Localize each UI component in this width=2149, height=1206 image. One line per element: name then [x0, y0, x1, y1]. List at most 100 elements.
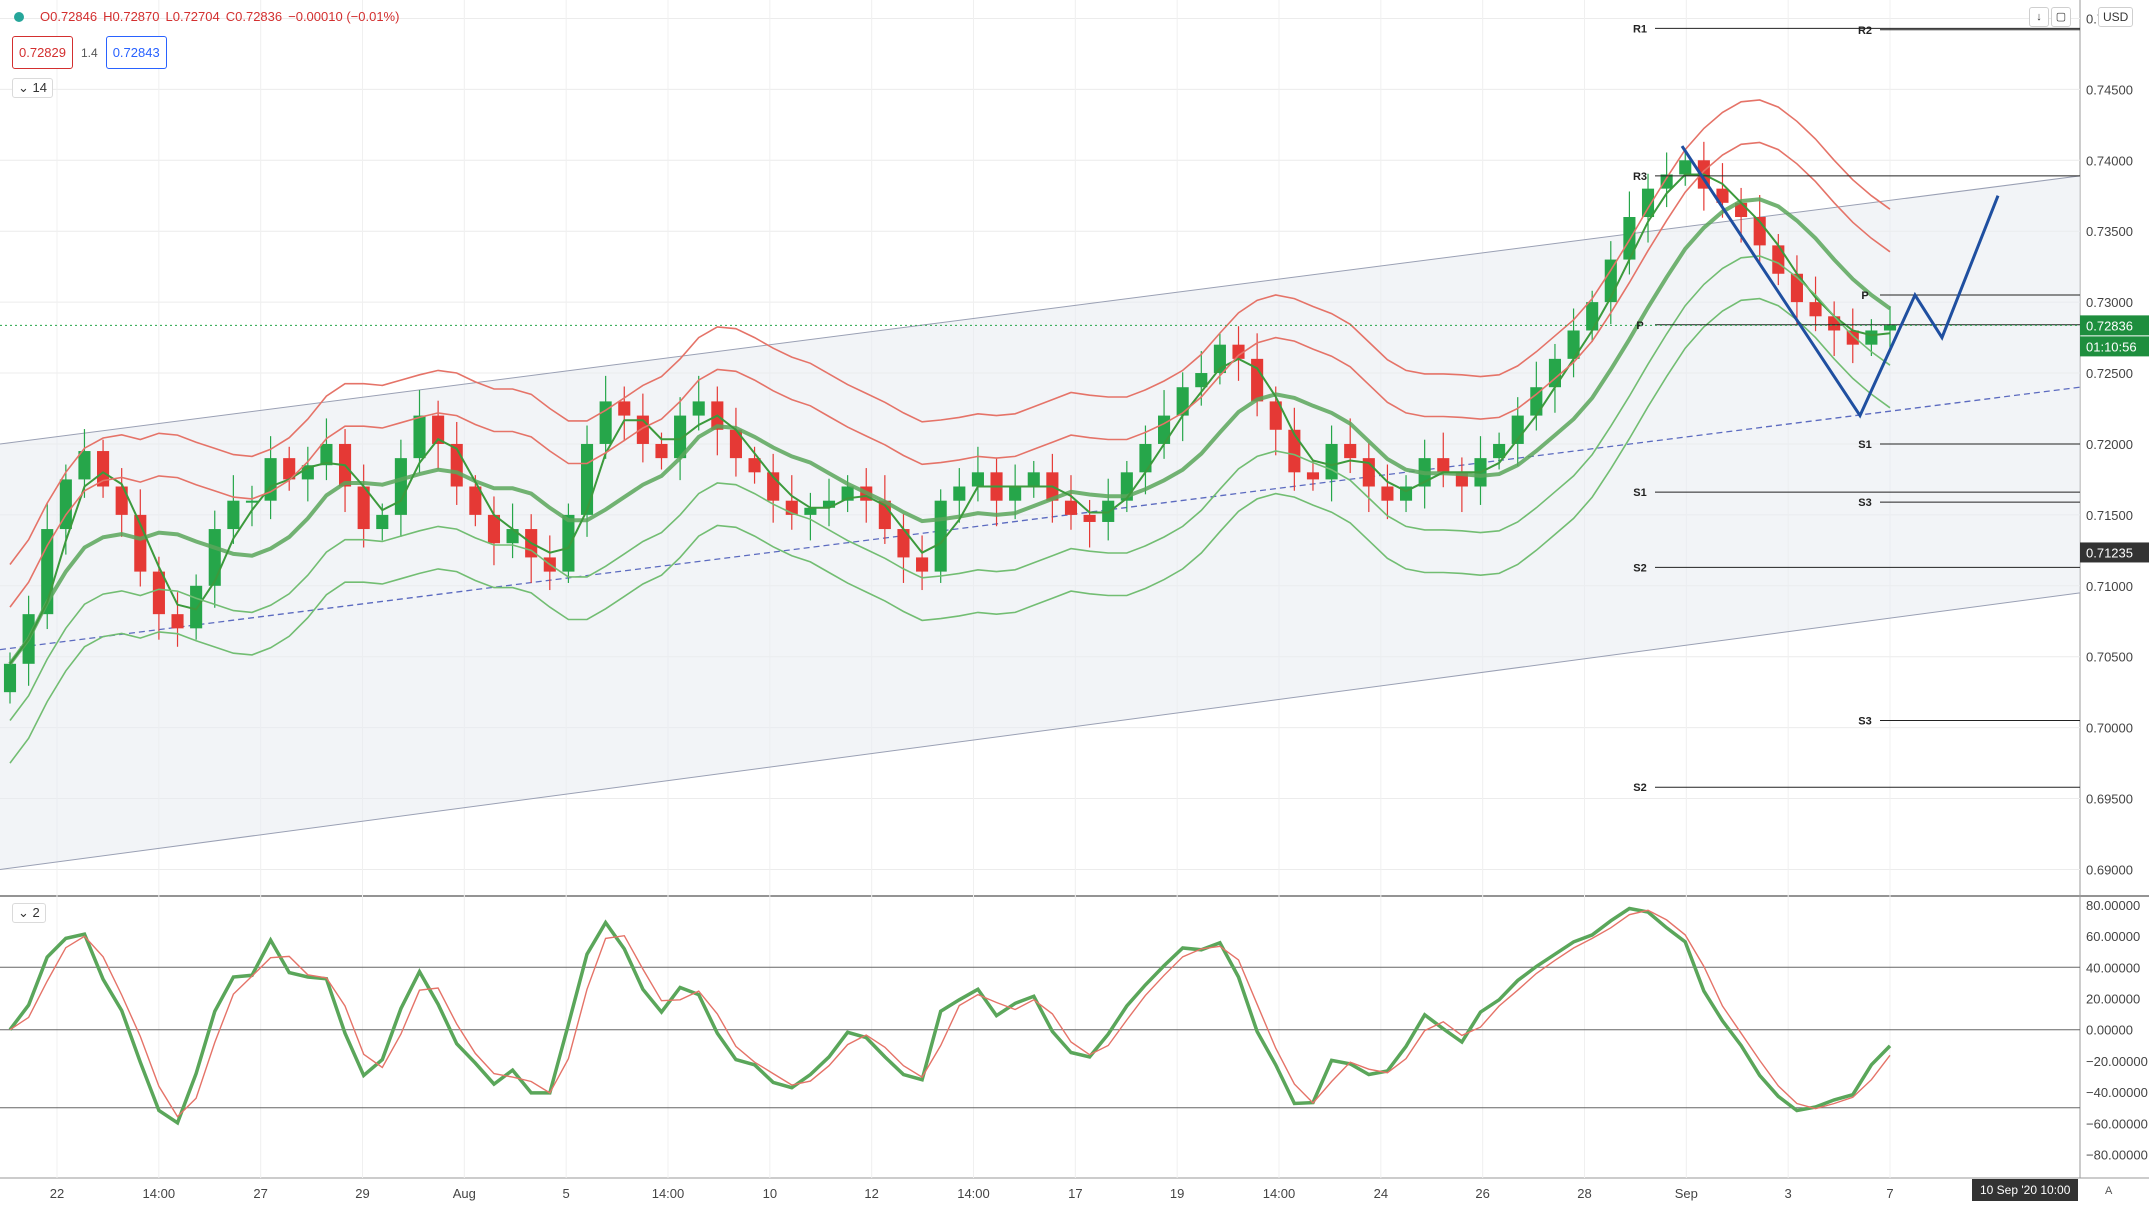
- candle-body: [1679, 160, 1692, 175]
- candle-body: [264, 458, 277, 501]
- pivot-label: S3: [1858, 497, 1871, 509]
- oscillator-count: 2: [32, 905, 40, 920]
- candle-body: [1493, 443, 1506, 459]
- price-tick-label: 0.70000: [2086, 721, 2133, 736]
- candle-body: [1586, 302, 1599, 331]
- channel-lower-line: [0, 592, 2081, 870]
- candle-body: [562, 514, 575, 572]
- time-tick-label: Sep: [1675, 1186, 1698, 1201]
- candle-body: [1009, 486, 1022, 501]
- oscillator-signal-line: [9, 909, 1891, 1118]
- lower-band: [9, 255, 1891, 721]
- high-value: H0.72870: [103, 9, 160, 24]
- candle-body: [1846, 330, 1859, 345]
- candle-body: [1623, 217, 1636, 260]
- candle-body: [934, 500, 947, 572]
- candle-body: [748, 458, 761, 473]
- candle-body: [1083, 514, 1096, 522]
- candle-body: [897, 529, 910, 558]
- price-tick-label: 0.69500: [2086, 792, 2133, 807]
- candle-body: [1176, 387, 1189, 416]
- auto-scale-button[interactable]: A: [2105, 1185, 2113, 1197]
- maximize-icon[interactable]: ▢: [2051, 7, 2071, 27]
- candle-body: [1772, 245, 1785, 274]
- spread-value: 1.4: [81, 45, 98, 60]
- candle-body: [208, 529, 221, 586]
- oscillator-tick-label: −80.00000: [2086, 1148, 2148, 1163]
- buy-button[interactable]: 0.72843: [105, 36, 167, 69]
- time-tick-label: 17: [1068, 1186, 1082, 1201]
- time-tick-label: 22: [50, 1186, 64, 1201]
- sell-button[interactable]: 0.72829: [12, 36, 73, 69]
- pivot-label: S3: [1858, 716, 1871, 728]
- candle-body: [1641, 188, 1655, 218]
- pane-controls: ↓ ▢: [2029, 7, 2071, 27]
- price-tick-label: 0.74500: [2086, 82, 2133, 97]
- countdown-value: 01:10:56: [2086, 339, 2137, 354]
- candle-body: [1716, 188, 1729, 203]
- price-tick-label: 0.73500: [2086, 224, 2133, 239]
- candle-body: [1288, 429, 1301, 473]
- time-tick-label: 24: [1374, 1186, 1388, 1201]
- time-tick-label: 5: [563, 1186, 570, 1201]
- chevron-down-icon: ⌄: [18, 905, 29, 920]
- arrow-down-icon[interactable]: ↓: [2029, 7, 2049, 27]
- pivot-label: S2: [1633, 562, 1646, 574]
- candle-body: [1027, 472, 1040, 487]
- price-tick-label: 0.72500: [2086, 366, 2133, 381]
- candle-body: [78, 451, 91, 480]
- indicators-toggle[interactable]: ⌄ 14: [12, 78, 53, 98]
- crosshair-price-value: 0.71235: [2086, 545, 2133, 560]
- chevron-down-icon: ⌄: [18, 80, 29, 95]
- candle-body: [1232, 344, 1245, 359]
- candle-body: [1251, 358, 1264, 402]
- oscillator-toggle[interactable]: ⌄ 2: [12, 903, 46, 923]
- candle-body: [1306, 472, 1320, 480]
- time-tick-label: 19: [1170, 1186, 1184, 1201]
- last-price-badge: [2080, 315, 2149, 336]
- fast-moving-average: [9, 173, 1891, 665]
- time-tick-label: 7: [1886, 1186, 1893, 1201]
- regression-channel: [0, 175, 2080, 870]
- candle-body: [171, 614, 184, 629]
- candle-body: [394, 458, 407, 515]
- candle-body: [953, 486, 966, 501]
- currency-label[interactable]: USD: [2098, 7, 2134, 27]
- candle-body: [1064, 500, 1078, 515]
- candle-body: [916, 557, 929, 572]
- candle-body: [3, 663, 17, 693]
- price-tick-label: 0.71500: [2086, 508, 2133, 523]
- candle-body: [822, 500, 836, 508]
- indicators-count: 14: [32, 80, 47, 95]
- projection-path: [1680, 145, 2000, 419]
- time-tick-label: 10: [763, 1186, 777, 1201]
- price-tick-label: 0.70500: [2086, 650, 2133, 665]
- lower-band: [9, 297, 1891, 764]
- price-tick-label: 0.73000: [2086, 295, 2133, 310]
- oscillator-main-line: [8, 906, 1892, 1126]
- candle-body: [1158, 415, 1171, 444]
- candle-body: [97, 451, 110, 487]
- candle-body: [729, 429, 742, 459]
- channel-upper-line: [0, 175, 2081, 445]
- time-tick-label: 14:00: [1263, 1186, 1296, 1201]
- pivot-label: S1: [1858, 439, 1871, 451]
- candle-body: [804, 507, 817, 515]
- crosshair-date-label: 10 Sep '20 10:00: [1972, 1179, 2079, 1201]
- candle-body: [1195, 373, 1208, 388]
- candle-body: [1530, 387, 1543, 416]
- candle-body: [1437, 458, 1450, 473]
- oscillator-tick-label: 60.00000: [2086, 929, 2140, 944]
- crosshair-price-badge: [2080, 542, 2149, 563]
- candle-body: [655, 443, 668, 459]
- pivot-label: R3: [1633, 171, 1647, 183]
- candle-body: [283, 458, 296, 480]
- time-tick-label: 12: [864, 1186, 878, 1201]
- upper-band: [9, 99, 1891, 565]
- candle-body: [59, 479, 72, 530]
- ohlc-legend: O0.72846 H0.72870 L0.72704 C0.72836 −0.0…: [14, 9, 399, 24]
- close-value: C0.72836: [225, 9, 283, 24]
- candle-body: [487, 514, 501, 544]
- time-tick-label: 14:00: [143, 1186, 176, 1201]
